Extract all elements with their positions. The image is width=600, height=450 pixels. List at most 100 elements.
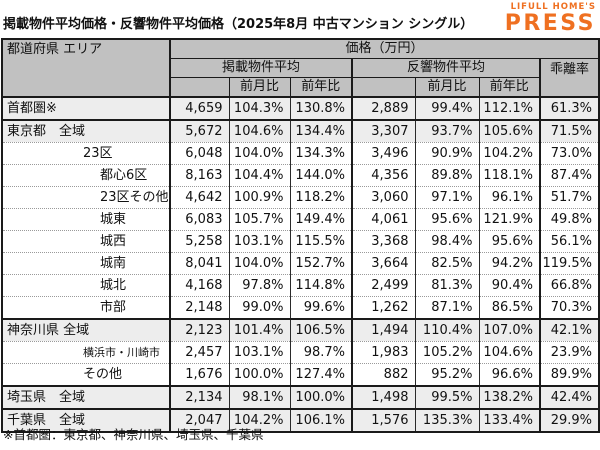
cell: 105.6% [478, 119, 541, 143]
cell: 104.0% [228, 252, 291, 275]
cell: 86.5% [478, 296, 541, 319]
cell: 2,047 [169, 408, 230, 432]
cell: 8,041 [169, 252, 230, 275]
row-label: 城西 [1, 230, 171, 253]
table-row: 城東 6,083 105.7% 149.4% 4,061 95.6% 121.9% 49.8% [1, 208, 600, 231]
cell: 99.0% [228, 296, 291, 319]
cell: 100.9% [228, 186, 291, 209]
cell: 56.1% [538, 230, 600, 253]
cell: 89.9% [538, 363, 600, 386]
cell: 103.1% [228, 341, 291, 364]
cell: 118.2% [289, 186, 353, 209]
cell: 6,083 [169, 208, 230, 231]
cell: 95.2% [414, 363, 480, 386]
cell: 104.2% [478, 142, 541, 165]
cell: 70.3% [538, 296, 600, 319]
table-header: 都道府県 エリア 価格（万円） 掲載物件平均 反響物件平均 乖離率 前月比 前年… [1, 38, 600, 98]
price-table: 都道府県 エリア 価格（万円） 掲載物件平均 反響物件平均 乖離率 前月比 前年… [1, 38, 600, 433]
row-label: 23区その他 [1, 186, 171, 209]
cell: 4,356 [351, 164, 416, 187]
row-label: 城東 [1, 208, 171, 231]
row-label: 首都圏※ [1, 96, 171, 120]
cell: 2,457 [169, 341, 230, 364]
header-response-yoy: 前年比 [478, 77, 541, 98]
cell: 115.5% [289, 230, 353, 253]
table-row: 城南 8,041 104.0% 152.7% 3,664 82.5% 94.2% 119.5% [1, 252, 600, 275]
cell: 3,496 [351, 142, 416, 165]
header-price-unit: 価格（万円） [168, 38, 600, 59]
table-row: 千葉県 全域 2,047 104.2% 106.1% 1,576 135.3% 133.4%… [1, 408, 600, 432]
cell: 99.5% [414, 385, 480, 409]
cell: 87.1% [414, 296, 480, 319]
table-row: 神奈川県 全域 2,123 101.4% 106.5% 1,494 110.4% 107.0… [1, 318, 600, 342]
cell: 135.3% [414, 408, 480, 432]
header-deviation-rate: 乖離率 [538, 58, 600, 98]
cell: 71.5% [538, 119, 600, 143]
cell: 93.7% [414, 119, 480, 143]
cell: 110.4% [414, 318, 480, 342]
cell: 1,262 [351, 296, 416, 319]
cell: 66.8% [538, 274, 600, 297]
cell: 89.8% [414, 164, 480, 187]
lifull-homes-press-logo: LIFULL HOME'S PRESS [505, 3, 596, 35]
cell: 134.4% [289, 119, 353, 143]
cell: 106.1% [289, 408, 353, 432]
cell: 29.9% [538, 408, 600, 432]
empty-header-cell [169, 77, 230, 98]
table-row: 市部 2,148 99.0% 99.6% 1,262 87.1% 86.5% 70.3% [1, 296, 600, 319]
table-row: 首都圏※ 4,659 104.3% 130.8% 2,889 99.4% 112.1% 61.… [1, 96, 600, 120]
header-response-mom: 前月比 [414, 77, 480, 98]
cell: 2,123 [169, 318, 230, 342]
cell: 152.7% [289, 252, 353, 275]
cell: 105.7% [228, 208, 291, 231]
row-label: 市部 [1, 296, 171, 319]
cell: 1,494 [351, 318, 416, 342]
footnote: ※首都圏：東京都、神奈川県、埼玉県、千葉県 [3, 427, 264, 442]
cell: 3,307 [351, 119, 416, 143]
cell: 100.0% [228, 363, 291, 386]
cell: 104.0% [228, 142, 291, 165]
cell: 98.4% [414, 230, 480, 253]
table-row: 埼玉県 全域 2,134 98.1% 100.0% 1,498 99.5% 138.2% 42… [1, 385, 600, 409]
cell: 103.1% [228, 230, 291, 253]
cell: 98.7% [289, 341, 353, 364]
cell: 3,664 [351, 252, 416, 275]
cell: 134.3% [289, 142, 353, 165]
cell: 2,134 [169, 385, 230, 409]
header-listed-yoy: 前年比 [289, 77, 353, 98]
cell: 104.6% [478, 341, 541, 364]
empty-header-cell [351, 77, 416, 98]
logo-text-press: PRESS [504, 10, 596, 36]
cell: 130.8% [289, 96, 353, 120]
row-label: 東京都 全域 [1, 119, 171, 143]
cell: 1,576 [351, 408, 416, 432]
cell: 3,060 [351, 186, 416, 209]
cell: 2,889 [351, 96, 416, 120]
table-row: 横浜市・川崎市 2,457 103.1% 98.7% 1,983 105.2% 104.6%… [1, 341, 600, 364]
cell: 133.4% [478, 408, 541, 432]
cell: 114.8% [289, 274, 353, 297]
cell: 104.2% [228, 408, 291, 432]
cell: 94.2% [478, 252, 541, 275]
table-row: その他 1,676 100.0% 127.4% 882 95.2% 96.6% 89.9% [1, 363, 600, 386]
cell: 1,676 [169, 363, 230, 386]
cell: 112.1% [478, 96, 541, 120]
cell: 1,498 [351, 385, 416, 409]
cell: 4,659 [169, 96, 230, 120]
cell: 118.1% [478, 164, 541, 187]
cell: 104.4% [228, 164, 291, 187]
cell: 119.5% [538, 252, 600, 275]
table-row: 23区 6,048 104.0% 134.3% 3,496 90.9% 104.2% 73.0… [1, 142, 600, 165]
cell: 2,499 [351, 274, 416, 297]
cell: 23.9% [538, 341, 600, 364]
cell: 73.0% [538, 142, 600, 165]
row-label: 23区 [1, 142, 171, 165]
cell: 42.4% [538, 385, 600, 409]
cell: 96.1% [478, 186, 541, 209]
header-listed-average: 掲載物件平均 [169, 58, 353, 78]
cell: 100.0% [289, 385, 353, 409]
cell: 149.4% [289, 208, 353, 231]
table-row: 東京都 全域 5,672 104.6% 134.4% 3,307 93.7% 105.6% 7… [1, 119, 600, 143]
cell: 3,368 [351, 230, 416, 253]
cell: 82.5% [414, 252, 480, 275]
